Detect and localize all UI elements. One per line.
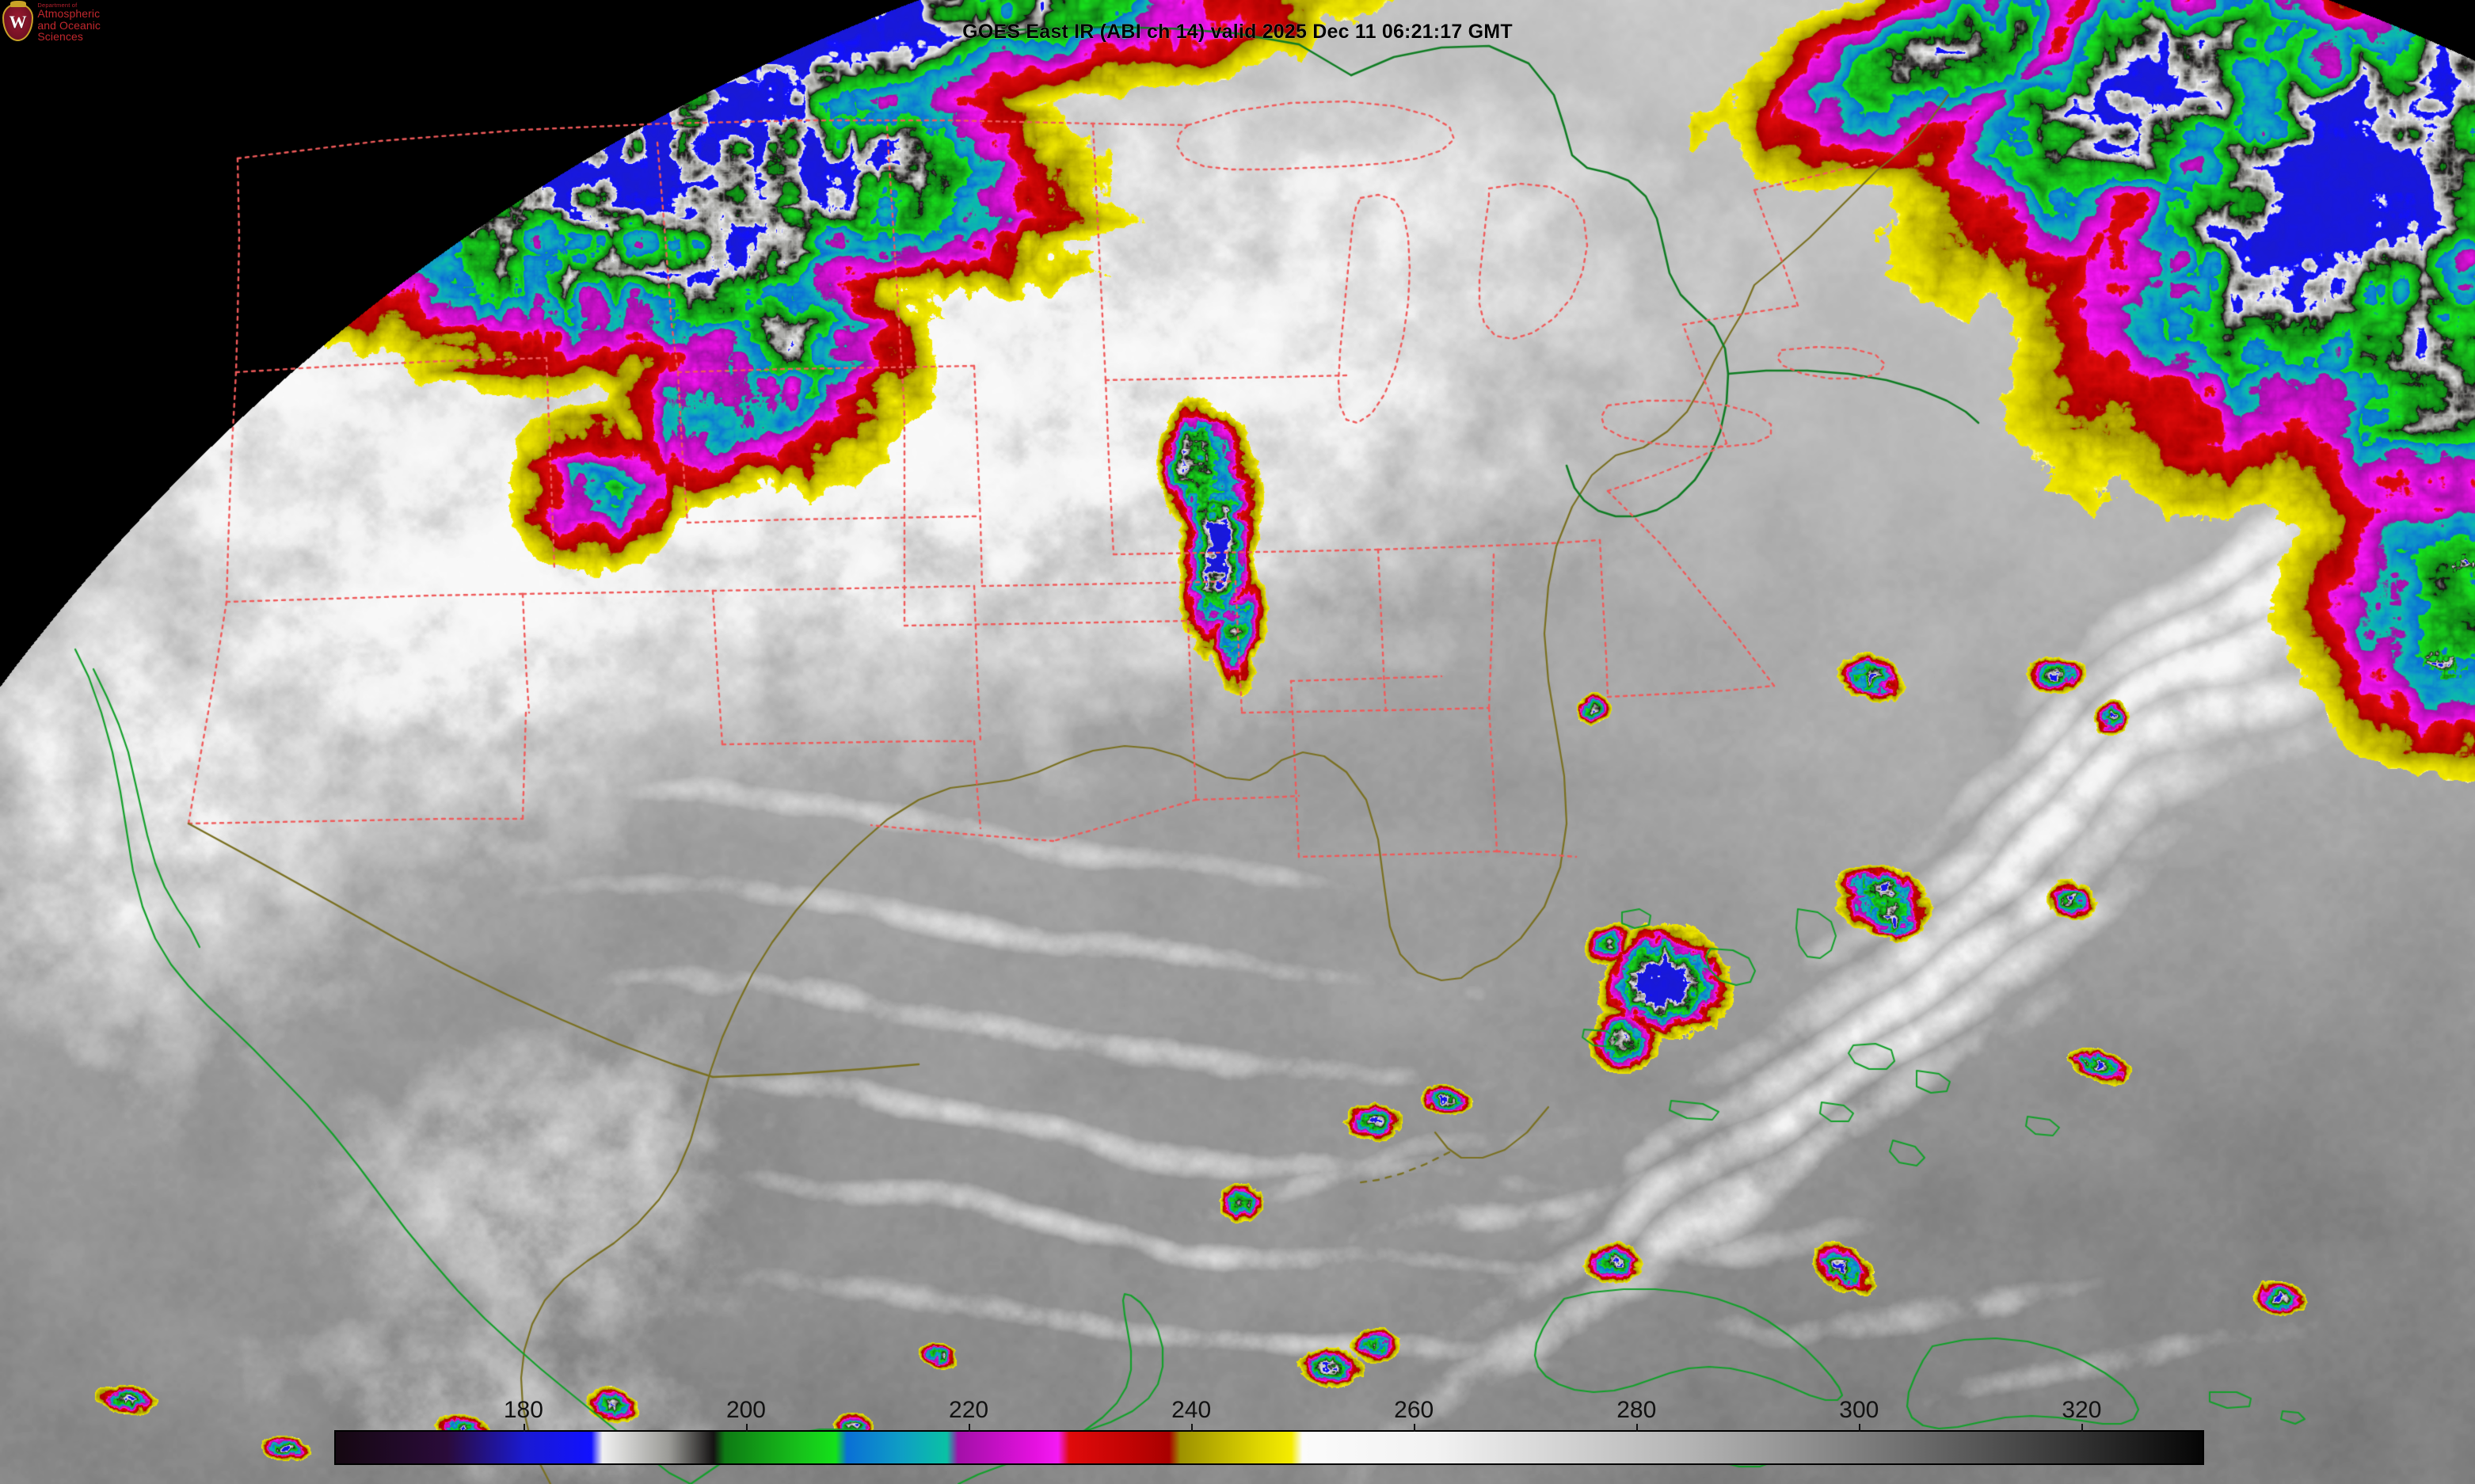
colorbar-tick-label: 200 (725, 1397, 766, 1423)
colorbar-tick (1636, 1424, 1639, 1432)
colorbar-tick-label: 260 (1394, 1397, 1434, 1423)
uw-aos-logo: W Department of Atmospheric and Oceanic … (0, 0, 147, 44)
colorbar-tick (1859, 1424, 1861, 1432)
colorbar-tick-label: 300 (1839, 1397, 1879, 1423)
uw-crest-icon: W (2, 3, 34, 41)
colorbar-tick (745, 1424, 748, 1432)
colorbar-tick-label: 320 (2062, 1397, 2102, 1423)
temperature-colorbar: 180 200 220 240 260 280 300 320 (334, 1397, 2204, 1465)
colorbar-tick-label: 280 (1616, 1397, 1657, 1423)
colorbar-tick-label: 180 (503, 1397, 543, 1423)
colorbar-tick (2081, 1424, 2084, 1432)
colorbar-tick (1191, 1424, 1194, 1432)
logo-line-3: and Oceanic Sciences (37, 18, 101, 43)
colorbar-tick-label: 240 (1171, 1397, 1212, 1423)
colorbar-gradient (334, 1430, 2204, 1465)
logo-text: Department of Atmospheric and Oceanic Sc… (37, 2, 147, 42)
crest-letter: W (9, 12, 27, 32)
colorbar-tick (969, 1424, 971, 1432)
colorbar-tick-label: 220 (949, 1397, 989, 1423)
logo-line-1: Department of (37, 1, 78, 9)
colorbar-tick (1414, 1424, 1416, 1432)
colorbar-tick (523, 1424, 525, 1432)
logo-line-2: Atmospheric (37, 7, 101, 21)
